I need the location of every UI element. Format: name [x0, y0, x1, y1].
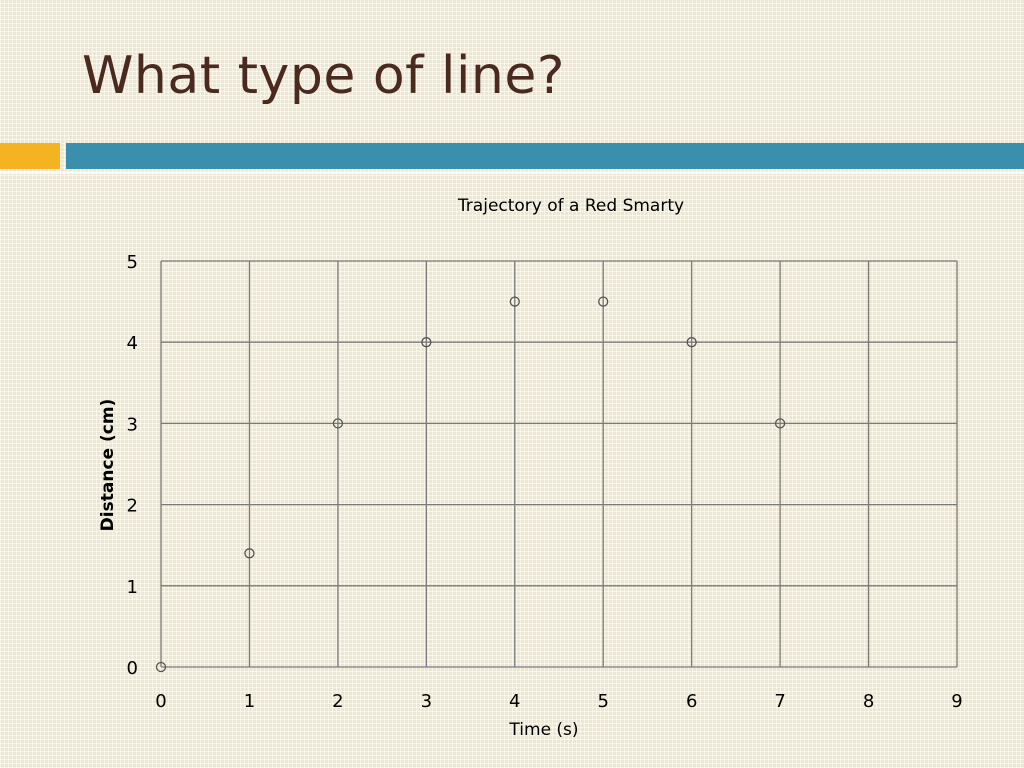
chart-title: Trajectory of a Red Smarty: [457, 196, 684, 216]
data-point: [686, 337, 697, 348]
accent-bar-orange: [0, 143, 60, 169]
x-tick-label: 6: [686, 691, 697, 712]
y-tick-label: 2: [127, 496, 138, 517]
y-tick-label: 1: [127, 577, 138, 598]
x-tick-label: 7: [774, 691, 785, 712]
data-points: [155, 296, 786, 673]
x-tick-label: 0: [155, 691, 166, 712]
data-point: [598, 296, 609, 307]
x-axis-ticks: 0 1 2 3 4 5 6 7 8 9: [155, 691, 962, 712]
data-point: [155, 661, 167, 673]
y-axis-ticks: 0 1 2 3 4 5: [127, 252, 138, 679]
accent-divider-line: [0, 172, 1024, 174]
slide-title: What type of line?: [82, 46, 565, 106]
y-tick-label: 4: [127, 333, 138, 354]
data-point: [332, 418, 344, 429]
data-point: [244, 548, 255, 559]
x-tick-label: 9: [951, 691, 962, 712]
data-point: [509, 296, 520, 307]
x-tick-label: 1: [244, 691, 255, 712]
chart-grid: [160, 260, 958, 668]
x-tick-label: 5: [597, 691, 608, 712]
data-point: [421, 337, 432, 348]
plot-area: [161, 261, 957, 667]
x-tick-label: 8: [863, 691, 874, 712]
x-tick-label: 4: [509, 691, 520, 712]
data-point: [774, 418, 786, 429]
y-tick-label: 5: [127, 252, 138, 273]
accent-bar-blue: [66, 143, 1024, 169]
y-tick-label: 0: [127, 658, 138, 679]
x-tick-label: 3: [421, 691, 432, 712]
x-axis-label: Time (s): [508, 720, 578, 740]
y-tick-label: 3: [127, 414, 138, 435]
x-tick-label: 2: [332, 691, 343, 712]
y-axis-label: Distance (cm): [98, 399, 118, 532]
